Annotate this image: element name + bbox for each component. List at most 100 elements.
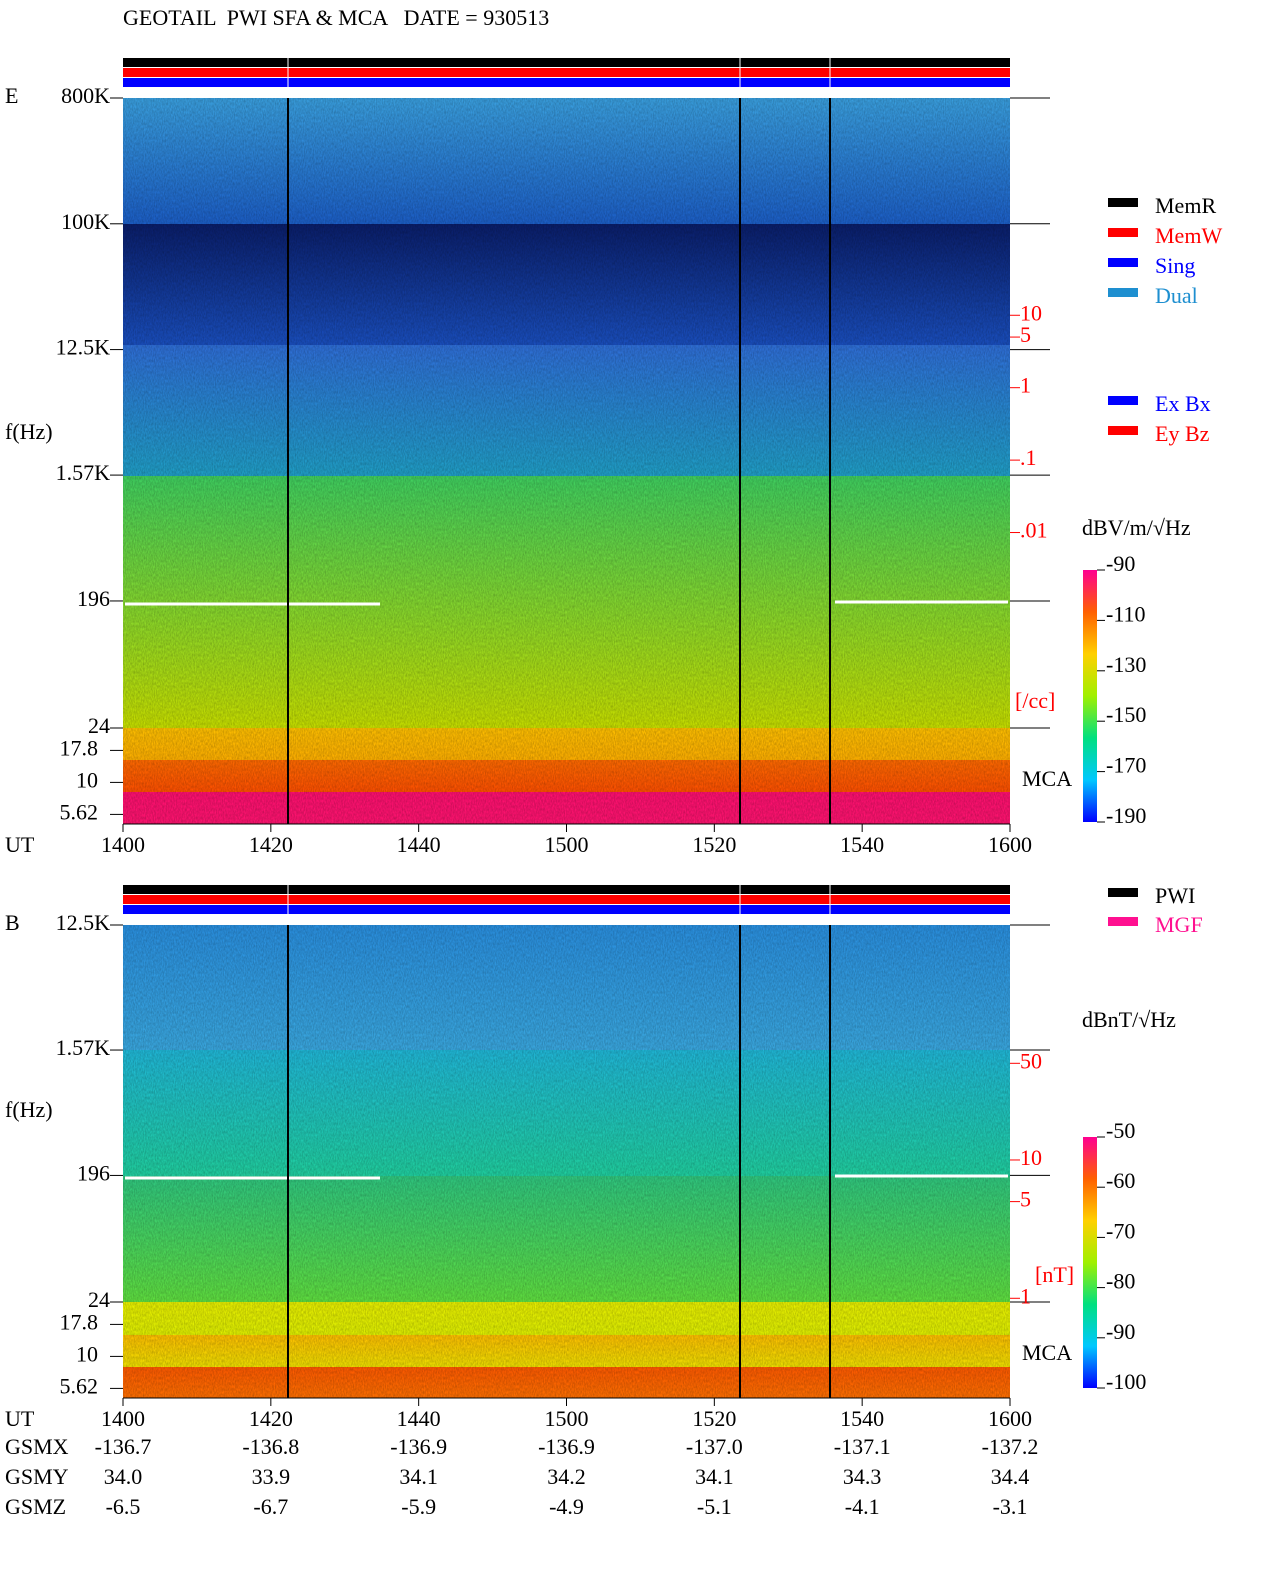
y-tick-label: 12.5K <box>56 335 111 360</box>
mca-tick-label: 5.62 <box>60 1373 99 1398</box>
y2-tick-label: 10 <box>1020 300 1042 325</box>
colorbar-tick-label: -190 <box>1106 803 1146 828</box>
legend-label: PWI <box>1155 883 1195 908</box>
status-bar <box>123 78 1010 87</box>
y2-axis-label: [nT] <box>1035 1262 1074 1287</box>
ephemeris-label: GSMX <box>5 1434 69 1459</box>
x-tick-label: 1440 <box>397 1406 441 1431</box>
noise <box>123 925 1010 1398</box>
y2-tick-label: 5 <box>1020 1187 1031 1212</box>
ephemeris-value: -137.0 <box>686 1434 743 1459</box>
status-bar <box>123 58 1010 67</box>
y2-tick-label: .1 <box>1020 445 1037 470</box>
ephemeris-value: -5.9 <box>401 1494 436 1519</box>
mca-tick-label: 10 <box>76 1341 98 1366</box>
ephemeris-label: GSMY <box>5 1464 69 1489</box>
ephemeris-value: -6.7 <box>253 1494 288 1519</box>
ephemeris-value: -136.8 <box>242 1434 299 1459</box>
spectrogram-fill <box>123 58 1010 1398</box>
mca-label: MCA <box>1022 1340 1072 1365</box>
legend-label: Ex Bx <box>1155 391 1211 416</box>
y2-tick-label: .01 <box>1020 518 1048 543</box>
colorbar-tick-label: -50 <box>1106 1118 1135 1143</box>
x-tick-label: 1440 <box>397 832 441 857</box>
legend-swatch <box>1108 258 1138 267</box>
x-tick-label: 1420 <box>249 832 293 857</box>
ephemeris-label: GSMZ <box>5 1494 66 1519</box>
x-tick-label: 1520 <box>692 832 736 857</box>
status-bar <box>123 895 1010 904</box>
x-axis-label: UT <box>5 1406 35 1431</box>
y-tick-label: 196 <box>77 1160 110 1185</box>
colorbar-tick-label: -90 <box>1106 1319 1135 1344</box>
x-tick-label: 1540 <box>840 1406 884 1431</box>
x-tick-label: 1520 <box>692 1406 736 1431</box>
ephemeris-value: 34.3 <box>843 1464 882 1489</box>
legend-swatch <box>1108 396 1138 405</box>
x-tick-label: 1600 <box>988 1406 1032 1431</box>
y2-tick-label: 5 <box>1020 322 1031 347</box>
legend-label: Ey Bz <box>1155 421 1210 446</box>
status-bar <box>123 905 1010 914</box>
x-tick-label: 1600 <box>988 832 1032 857</box>
y2-tick-label: 1 <box>1020 373 1031 398</box>
ephemeris-value: 33.9 <box>252 1464 291 1489</box>
ephemeris-value: -137.1 <box>834 1434 891 1459</box>
mca-tick-label: 5.62 <box>60 799 99 824</box>
ephemeris-value: -3.1 <box>993 1494 1028 1519</box>
x-tick-label: 1500 <box>545 832 589 857</box>
colorbar-tick-label: -80 <box>1106 1269 1135 1294</box>
x-tick-label: 1400 <box>101 832 145 857</box>
y2-tick-label: 10 <box>1020 1145 1042 1170</box>
x-axis-label: UT <box>5 832 35 857</box>
colorbar-tick-label: -150 <box>1106 702 1146 727</box>
legend-swatch <box>1108 228 1138 237</box>
status-bar <box>123 68 1010 77</box>
legend-label: Dual <box>1155 283 1198 308</box>
ephemeris-value: 34.2 <box>547 1464 586 1489</box>
colorbar-tick-label: -100 <box>1106 1369 1146 1394</box>
y-tick-label: 100K <box>61 209 110 234</box>
y2-tick-label: 50 <box>1020 1048 1042 1073</box>
ephemeris-value: 34.4 <box>991 1464 1030 1489</box>
mca-tick-label: 10 <box>76 767 98 792</box>
colorbar <box>1083 1137 1097 1388</box>
mca-tick-label: 17.8 <box>60 1309 99 1334</box>
panel-label: B <box>5 910 20 935</box>
colorbar-tick-label: -70 <box>1106 1218 1135 1243</box>
y-tick-label: 1.57K <box>56 1035 111 1060</box>
y-tick-label: 12.5K <box>56 910 111 935</box>
ephemeris-value: -5.1 <box>697 1494 732 1519</box>
x-tick-label: 1500 <box>545 1406 589 1431</box>
colorbar-tick-label: -90 <box>1106 551 1135 576</box>
legend-swatch <box>1108 917 1138 926</box>
mca-label: MCA <box>1022 766 1072 791</box>
y-tick-label: 196 <box>77 586 110 611</box>
colorbar-label: dBnT/√Hz <box>1082 1007 1176 1032</box>
x-tick-label: 1420 <box>249 1406 293 1431</box>
ephemeris-value: -136.7 <box>95 1434 152 1459</box>
figure-title: GEOTAIL PWI SFA & MCA DATE = 930513 <box>123 5 549 30</box>
y-tick-label: 24 <box>88 713 110 738</box>
ephemeris-value: 34.0 <box>104 1464 143 1489</box>
y-axis-label: f(Hz) <box>5 1097 53 1122</box>
ephemeris-value: 34.1 <box>399 1464 438 1489</box>
legend-swatch <box>1108 198 1138 207</box>
colorbar <box>1083 570 1097 822</box>
y2-axis-label: [/cc] <box>1015 688 1055 713</box>
y-tick-label: 1.57K <box>56 460 111 485</box>
panel-label: E <box>5 83 18 108</box>
colorbar-tick-label: -130 <box>1106 652 1146 677</box>
ephemeris-value: -136.9 <box>390 1434 447 1459</box>
y2-tick-label: 1 <box>1020 1283 1031 1308</box>
ephemeris-value: -6.5 <box>106 1494 141 1519</box>
legend-label: MemR <box>1155 193 1216 218</box>
noise <box>123 98 1010 824</box>
legend-label: Sing <box>1155 253 1195 278</box>
colorbar-label: dBV/m/√Hz <box>1082 515 1191 540</box>
legend-swatch <box>1108 288 1138 297</box>
y-tick-label: 24 <box>88 1287 110 1312</box>
y-axis-label: f(Hz) <box>5 419 53 444</box>
legend-swatch <box>1108 426 1138 435</box>
